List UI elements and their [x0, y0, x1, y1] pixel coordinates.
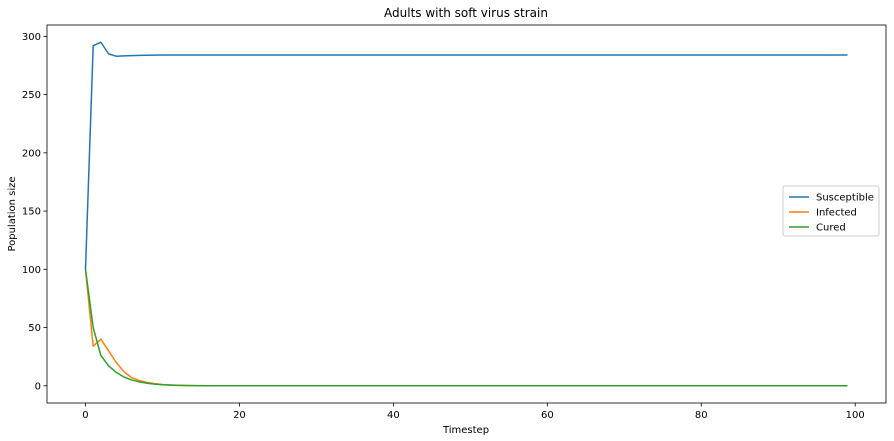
legend-label-susceptible: Susceptible [816, 193, 874, 204]
y-tick-label: 300 [22, 32, 41, 43]
y-tick-label: 0 [35, 381, 41, 392]
legend: Susceptible Infected Cured [782, 185, 880, 237]
legend-label-infected: Infected [816, 208, 857, 219]
y-axis: 0 50 100 150 200 250 300 [22, 32, 47, 392]
x-tick-label: 60 [541, 410, 554, 421]
x-tick-label: 80 [695, 410, 708, 421]
y-tick-label: 150 [22, 207, 41, 218]
series-line-infected [84, 269, 848, 387]
x-tick-label: 40 [387, 410, 400, 421]
y-tick-label: 100 [22, 265, 41, 276]
chart-title: Adults with soft virus strain [384, 6, 548, 20]
x-axis: 0 20 40 60 80 100 [82, 403, 865, 421]
y-tick-label: 200 [22, 148, 41, 159]
series-line-cured [84, 269, 848, 387]
x-tick-label: 0 [82, 410, 88, 421]
plot-frame [46, 24, 887, 404]
x-tick-label: 20 [233, 410, 246, 421]
y-tick-label: 50 [28, 323, 41, 334]
x-axis-label: Timestep [442, 425, 489, 436]
legend-box [782, 185, 880, 237]
x-tick-label: 100 [846, 410, 865, 421]
y-axis-label: Population size [7, 176, 18, 251]
y-tick-label: 250 [22, 90, 41, 101]
plot-area [46, 24, 887, 404]
series-line-susceptible [84, 41, 848, 270]
legend-label-cured: Cured [816, 223, 846, 234]
